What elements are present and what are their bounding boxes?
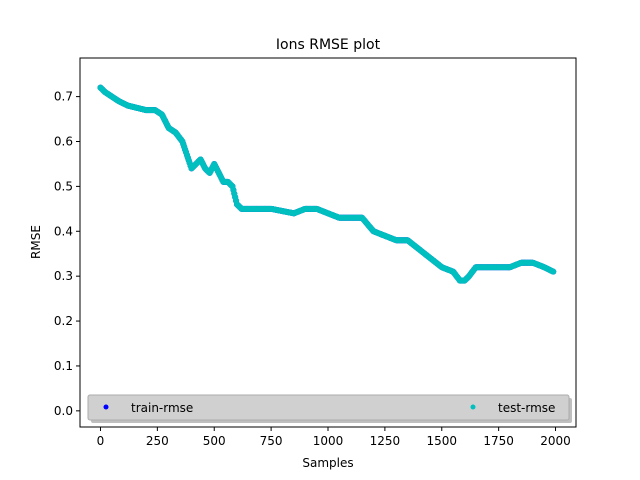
x-tick-label: 500 xyxy=(203,434,226,448)
data-point xyxy=(550,268,557,275)
chart-title: Ions RMSE plot xyxy=(276,37,381,53)
x-tick-label: 750 xyxy=(260,434,283,448)
legend-marker-test-rmse xyxy=(470,404,476,410)
x-axis: 0 250 500 750 1000 1250 1500 1750 2000 xyxy=(97,427,571,448)
y-tick-label: 0.4 xyxy=(54,224,73,238)
plot-area xyxy=(79,57,577,428)
x-tick-label: 0 xyxy=(97,434,105,448)
legend-label-train-rmse: train-rmse xyxy=(131,401,193,415)
x-tick-label: 1000 xyxy=(313,434,344,448)
x-tick-label: 2000 xyxy=(540,434,571,448)
legend-box xyxy=(87,394,570,421)
y-tick-label: 0.1 xyxy=(54,359,73,373)
x-tick-label: 1750 xyxy=(483,434,514,448)
y-tick-label: 0.0 xyxy=(54,404,73,418)
y-tick-label: 0.6 xyxy=(54,134,73,148)
x-tick-label: 250 xyxy=(146,434,169,448)
y-axis-label: RMSE xyxy=(29,225,43,259)
series-layer xyxy=(97,84,557,284)
series-test-rmse xyxy=(97,84,557,284)
legend-marker-train-rmse xyxy=(103,404,109,410)
plot-frame xyxy=(79,57,577,428)
y-axis: 0.0 0.1 0.2 0.3 0.4 0.5 0.6 0.7 xyxy=(54,90,80,418)
y-tick-label: 0.5 xyxy=(54,179,73,193)
x-axis-label: Samples xyxy=(302,456,353,470)
x-tick-label: 1500 xyxy=(426,434,457,448)
legend-label-test-rmse: test-rmse xyxy=(498,401,555,415)
y-tick-label: 0.2 xyxy=(54,314,73,328)
legend: train-rmse test-rmse xyxy=(87,394,572,423)
y-tick-label: 0.7 xyxy=(54,90,73,104)
x-tick-label: 1250 xyxy=(370,434,401,448)
y-tick-label: 0.3 xyxy=(54,269,73,283)
